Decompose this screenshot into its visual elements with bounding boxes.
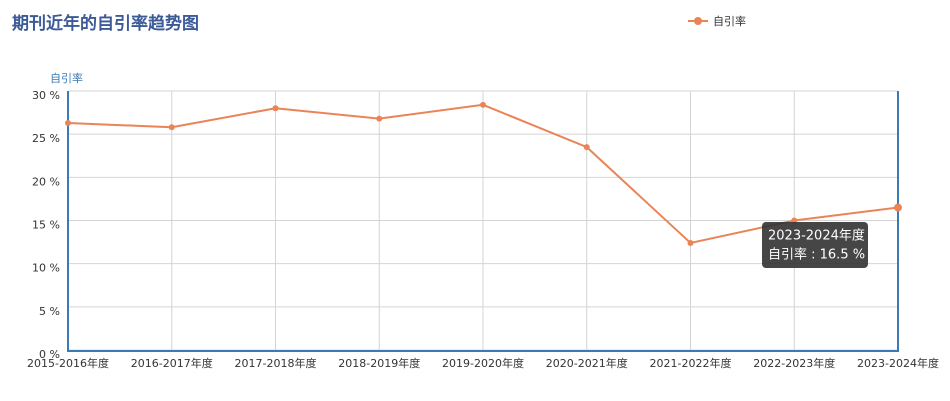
- data-point: [480, 101, 486, 108]
- data-point: [376, 115, 383, 122]
- x-tick-label: 2015-2016年度: [27, 356, 109, 370]
- data-point: [272, 105, 279, 112]
- x-tick-label: 2019-2020年度: [442, 356, 524, 370]
- data-point: [65, 119, 71, 126]
- x-tick-label: 2016-2017年度: [131, 356, 213, 370]
- y-tick-label: 5 %: [39, 305, 60, 318]
- tooltip-box: [762, 222, 868, 268]
- y-tick-label: 20 %: [32, 175, 60, 188]
- x-tick-label: 2018-2019年度: [338, 356, 420, 370]
- y-axis-label: 自引率: [50, 71, 83, 85]
- y-tick-label: 15 %: [32, 219, 60, 232]
- y-tick-label: 10 %: [32, 262, 60, 275]
- chart-title: 期刊近年的自引率趋势图: [12, 13, 199, 34]
- tooltip-title: 2023-2024年度: [768, 228, 865, 244]
- legend-label: 自引率: [713, 14, 746, 28]
- y-tick-label: 25 %: [32, 132, 60, 145]
- x-tick-label: 2017-2018年度: [235, 356, 317, 370]
- y-tick-label: 0 %: [39, 348, 60, 361]
- x-tick-label: 2020-2021年度: [546, 356, 628, 370]
- data-point: [687, 239, 694, 246]
- tooltip-text: 自引率 : 16.5 %: [768, 247, 865, 263]
- y-tick-label: 30 %: [32, 89, 60, 102]
- data-point: [894, 203, 902, 212]
- x-tick-label: 2022-2023年度: [753, 356, 835, 370]
- legend-marker: [694, 17, 702, 25]
- data-point: [583, 144, 590, 151]
- x-tick-label: 2021-2022年度: [650, 356, 732, 370]
- x-tick-label: 2023-2024年度: [857, 356, 939, 370]
- data-point: [168, 124, 175, 131]
